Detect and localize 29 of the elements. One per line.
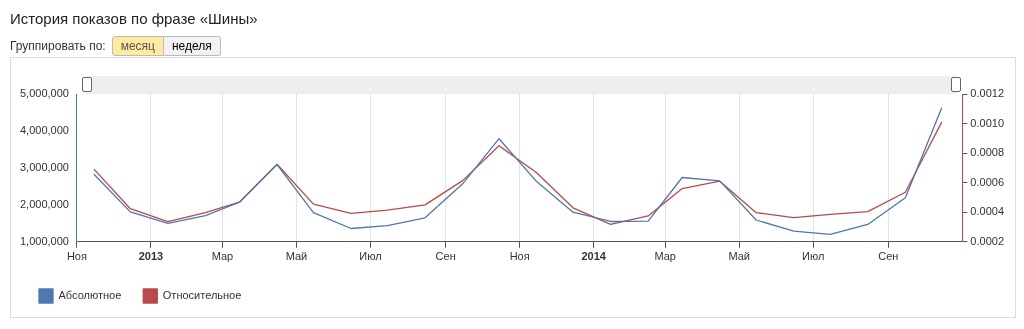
x-tick-label: Май [285,250,308,263]
y-tick-label: 4,000,000 [20,123,69,136]
chart-title: История показов по фразе «Шины» [10,10,258,27]
text: месяц [111,36,164,56]
x-tick-label: Сен [878,250,899,263]
x-tick-label: Июл [359,250,382,263]
legend-label: Относительное [162,289,242,302]
y-tick-label: 3,000,000 [20,160,69,173]
y-tick-label: 1,000,000 [20,234,69,247]
text: Группировать по: [10,39,106,53]
x-tick-label: Мар [211,250,234,263]
text: неделя [163,36,221,56]
y-tick-label: 5,000,000 [20,87,69,100]
x-tick-label: 2014 [581,250,607,263]
legend-label: Абсолютное [58,289,122,302]
x-tick-label: Июл [802,250,825,263]
y2-tick-label: 0.0008 [970,146,1005,159]
x-tick-label: Май [728,250,750,263]
x-tick-label: Сен [435,250,456,263]
y2-tick-label: 0.0002 [970,234,1005,247]
y2-tick-label: 0.0012 [970,87,1005,100]
y2-tick-label: 0.0006 [970,175,1005,188]
x-tick-label: Мар [654,250,676,263]
x-tick-label: 2013 [138,250,164,263]
x-tick-label: Ноя [66,250,87,263]
y2-tick-label: 0.0010 [970,116,1005,129]
y-tick-label: 2,000,000 [20,197,69,210]
x-tick-label: Ноя [509,250,530,263]
y2-tick-label: 0.0004 [970,205,1005,218]
